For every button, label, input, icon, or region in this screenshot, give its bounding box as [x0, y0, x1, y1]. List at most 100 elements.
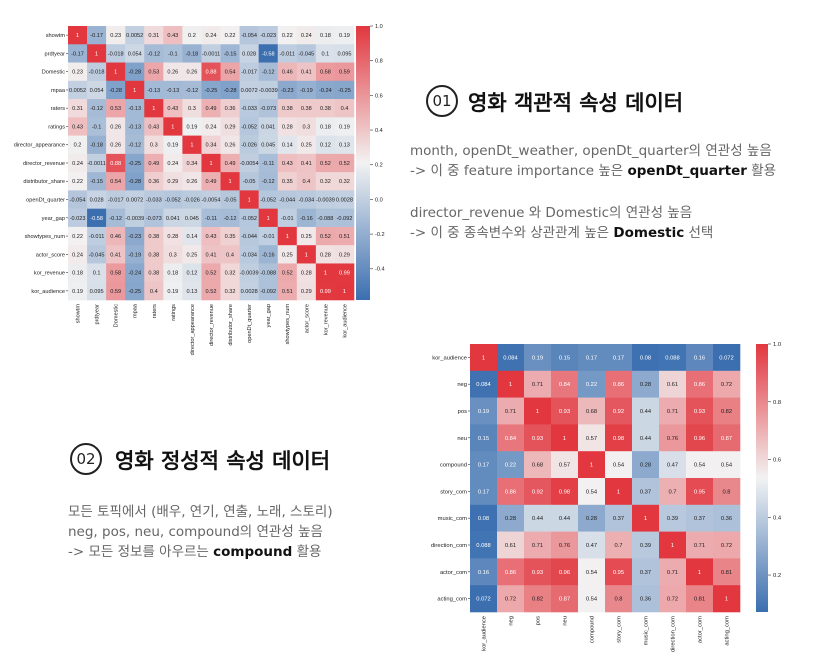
hm1-cell: 0.19	[334, 117, 355, 136]
hm1-cell: 0.0072	[239, 80, 259, 100]
hm1-cell: 0.35	[220, 226, 240, 246]
hm1-cell-value: 0.028	[90, 197, 104, 203]
hm1-cell-value: 0.32	[339, 179, 350, 185]
hm1-cell-rect	[334, 226, 355, 246]
hm1-cell-rect	[68, 263, 88, 283]
hm2-cell-value: 1	[536, 409, 539, 415]
hm2-cell: 0.19	[524, 344, 552, 372]
hm1-cell-rect	[258, 80, 279, 100]
hm1-cell: -0.0039	[239, 263, 259, 283]
hm2-row-label: compound	[440, 463, 467, 469]
hm1-cell: 0.28	[163, 226, 183, 246]
hm1-cell-rect	[68, 117, 88, 136]
note-text: 모든 토픽에서 (배우, 연기, 연출, 노래, 스토리)	[68, 504, 333, 520]
hm1-cell-rect	[163, 117, 183, 136]
hm1-cell-value: 1	[286, 234, 289, 240]
hm1-cell: 0.19	[68, 281, 88, 301]
hm1-cell-rect	[182, 226, 202, 246]
hm2-cell-value: 0.44	[532, 516, 544, 522]
hm1-cell-rect	[334, 153, 355, 173]
hm1-cell: -0.018	[87, 62, 107, 82]
hm2-cell: 0.54	[578, 585, 606, 613]
hm1-cell-rect	[334, 80, 355, 100]
hm2-cell-value: 0.22	[586, 382, 597, 388]
section-2-title: 영화 정성적 속성 데이터	[115, 449, 331, 473]
hm1-cell: -0.0039	[125, 208, 145, 228]
hm2-colorbar	[756, 344, 768, 612]
hm1-cell-rect	[125, 44, 145, 63]
hm1-cell-value: -0.034	[241, 252, 257, 258]
hm1-cell-rect	[106, 153, 126, 173]
hm2-cell-rect	[605, 531, 633, 559]
hm2-cell: 0.7	[659, 478, 687, 506]
hm2-cell-rect	[686, 451, 714, 479]
hm2-cell-rect	[686, 344, 714, 372]
hm1-cell: 0.041	[258, 117, 279, 136]
hm2-cell-rect	[524, 370, 552, 398]
hm1-cell-rect	[125, 245, 145, 264]
hm1-cell-value: -0.045	[89, 252, 105, 258]
hm2-cell: 0.68	[524, 451, 552, 479]
hm2-row-label: actor_com	[440, 570, 467, 576]
hm2-cell-value: 0.81	[694, 597, 705, 603]
hm1-cell-value: 0.41	[301, 70, 312, 76]
hm1-cell: 0.26	[182, 172, 202, 191]
hm1-cell-value: -0.12	[224, 216, 237, 222]
hm1-cell-value: -0.092	[260, 289, 276, 295]
hm2-cell: 0.84	[551, 370, 579, 398]
hm1-cell-rect	[315, 208, 336, 228]
hm1-cell-value: -0.18	[186, 51, 199, 57]
hm1-cell: -0.044	[277, 190, 298, 209]
hm1-cell-value: -0.026	[184, 197, 200, 203]
hm1-cell-rect	[106, 44, 126, 63]
hm2-cell-rect	[632, 504, 660, 532]
hm1-cell: -0.026	[182, 190, 202, 209]
hm1-cell-rect	[163, 226, 183, 246]
hm1-cell: -0.1	[163, 44, 183, 63]
hm1-cell: 0.28	[277, 117, 298, 136]
hm1-cell-rect	[277, 281, 298, 301]
hm1-cell: 0.23	[106, 26, 126, 45]
hm1-cell: 0.31	[144, 26, 164, 45]
hm1-cell-rect	[296, 135, 317, 155]
hm1-cell-value: 0.31	[72, 106, 83, 112]
hm2-cell-value: 0.86	[505, 570, 516, 576]
hm1-cell-rect	[334, 62, 355, 82]
hm1-cell-value: -0.23	[128, 234, 141, 240]
hm1-cell-rect	[277, 117, 298, 136]
hm1-cell-rect	[258, 245, 279, 264]
hm1-cell-rect	[68, 208, 88, 228]
hm1-cell-rect	[144, 117, 164, 136]
hm1-cell-rect	[106, 245, 126, 264]
hm1-cell-value: -0.0039	[259, 88, 278, 94]
hm1-cell-rect	[201, 62, 221, 82]
hm2-cell-value: 0.54	[721, 463, 733, 469]
hm1-cell-rect	[87, 135, 107, 155]
hm1-cell-rect	[106, 117, 126, 136]
hm1-cell: 0.095	[334, 44, 355, 63]
hm1-cell: 0.52	[277, 263, 298, 283]
hm2-cell-value: 0.22	[505, 463, 516, 469]
hm1-cell: 1	[144, 99, 164, 118]
hm1-cell-value: -0.13	[128, 106, 141, 112]
hm1-cell: 0.14	[182, 226, 202, 246]
hm2-cell: 0.98	[551, 478, 579, 506]
hm1-cell-value: 1	[343, 289, 346, 295]
hm2-cell: 0.44	[632, 397, 660, 425]
hm2-col-label: music_com	[644, 616, 650, 645]
hm1-cell: -0.28	[125, 172, 145, 191]
hm1-cell-value: 0.32	[225, 289, 236, 295]
note-text: -> 이 중 feature importance 높은	[410, 163, 628, 179]
hm1-cell: -0.28	[125, 62, 145, 82]
hm2-cell-value: 0.36	[640, 597, 651, 603]
hm1-cell-value: 0.43	[148, 124, 159, 130]
hm2-cell-value: 0.28	[586, 516, 597, 522]
hm2-cell-value: 1	[644, 516, 647, 522]
hm2-cell: 0.93	[551, 397, 579, 425]
hm1-row-label: actor_score	[36, 252, 65, 258]
hm2-cell-value: 0.68	[532, 463, 543, 469]
hm2-cell: 0.86	[497, 558, 525, 586]
hm2-cell: 0.76	[659, 424, 687, 452]
hm1-cell-rect	[296, 80, 317, 100]
hm1-cell: 0.4	[334, 99, 355, 118]
